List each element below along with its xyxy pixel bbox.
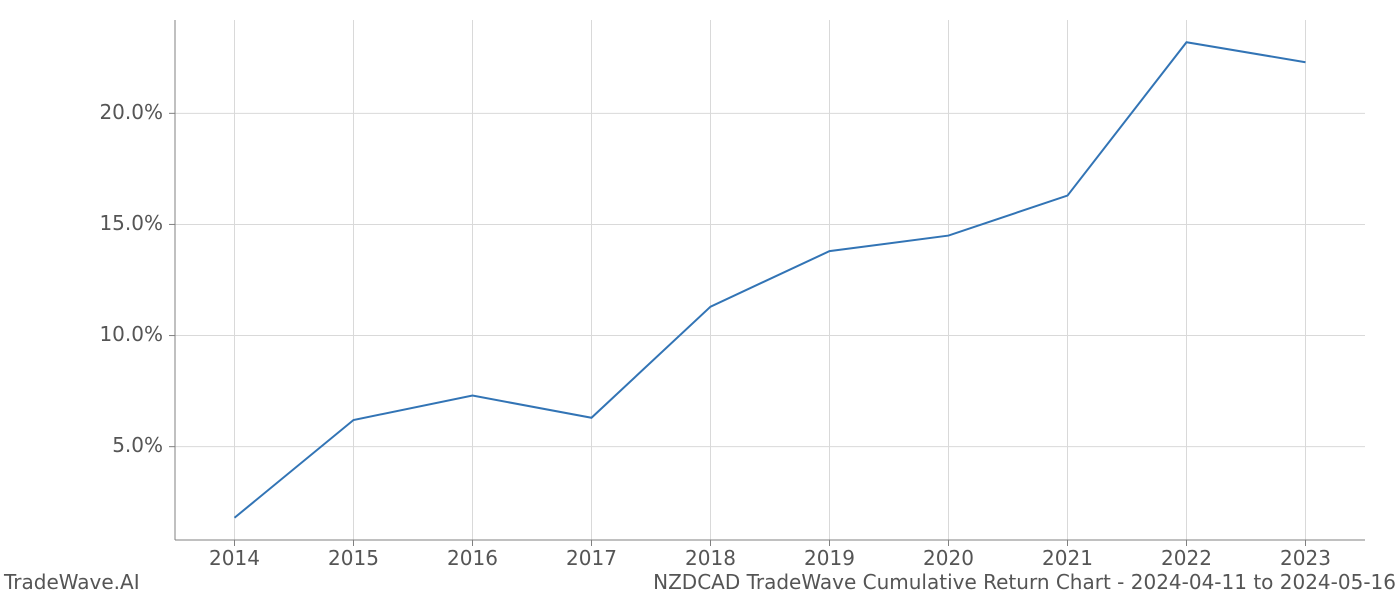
y-tick-label: 15.0% bbox=[99, 211, 163, 235]
y-tick-label: 5.0% bbox=[112, 433, 163, 457]
x-tick-label: 2014 bbox=[209, 546, 260, 570]
x-tick-label: 2015 bbox=[328, 546, 379, 570]
x-tick-label: 2019 bbox=[804, 546, 855, 570]
y-tick-label: 20.0% bbox=[99, 100, 163, 124]
x-tick-label: 2017 bbox=[566, 546, 617, 570]
footer-right-text: NZDCAD TradeWave Cumulative Return Chart… bbox=[653, 570, 1396, 594]
y-tick-label: 10.0% bbox=[99, 322, 163, 346]
x-tick-label: 2018 bbox=[685, 546, 736, 570]
x-tick-label: 2023 bbox=[1280, 546, 1331, 570]
x-tick-label: 2022 bbox=[1161, 546, 1212, 570]
x-tick-label: 2020 bbox=[923, 546, 974, 570]
chart-container: 2014 2015 2016 2017 2018 2019 2020 2021 2022 2023… bbox=[0, 0, 1400, 600]
x-tick-label: 2021 bbox=[1042, 546, 1093, 570]
footer-left-text: TradeWave.AI bbox=[4, 570, 140, 594]
line-chart: 2014 2015 2016 2017 2018 2019 2020 2021 2022 2023… bbox=[0, 0, 1400, 600]
x-tick-label: 2016 bbox=[447, 546, 498, 570]
